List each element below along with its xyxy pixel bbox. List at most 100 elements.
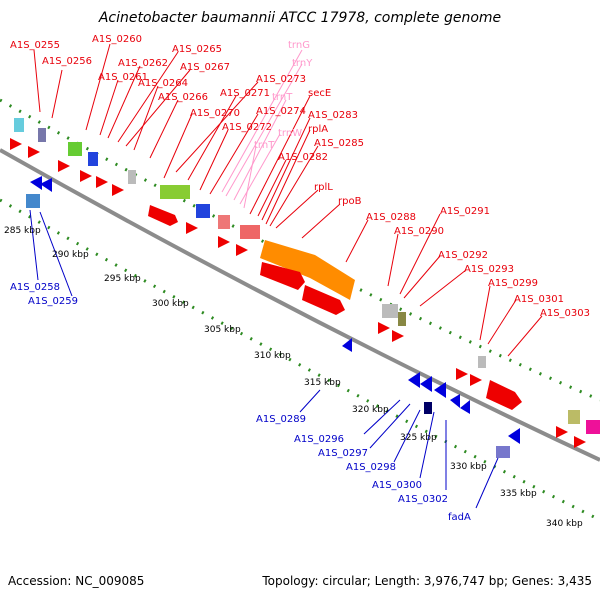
tick-label: 290 kbp (52, 250, 89, 260)
gene-label: secE (308, 88, 331, 99)
leader-line (33, 49, 41, 113)
tick-label: 295 kbp (104, 274, 141, 284)
tick-label: 310 kbp (254, 351, 291, 361)
inner-tick-ring (0, 198, 600, 522)
gene-label: A1S_0266 (158, 92, 208, 103)
leader-line (99, 79, 119, 136)
gene-label: A1S_0258 (10, 282, 60, 293)
leader-line (387, 233, 399, 287)
gene-label: A1S_0303 (540, 308, 590, 319)
arrow-mark (80, 170, 92, 182)
leader-line (175, 81, 259, 173)
trna-label: trnT (254, 140, 275, 151)
gene-label: rplL (314, 182, 333, 193)
feature-block (496, 446, 510, 458)
gene-label: A1S_0267 (180, 62, 230, 73)
trna-leaders (221, 49, 303, 209)
leader-line (125, 69, 191, 147)
forward-labels: A1S_0255 A1S_0256 A1S_0260 A1S_0261 A1S_… (10, 34, 590, 319)
feature-block (160, 185, 190, 199)
feature-block (486, 380, 522, 410)
feature-block (148, 205, 178, 226)
gene-label: rpoB (338, 196, 362, 207)
gene-label: A1S_0272 (222, 122, 272, 133)
gene-label: A1S_0300 (372, 480, 422, 491)
tick-label: 305 kbp (204, 325, 241, 335)
gene-label: A1S_0255 (10, 40, 60, 51)
arrow-mark (508, 428, 520, 444)
arrow-mark (470, 374, 482, 386)
arrow-mark (186, 222, 198, 234)
leader-line (265, 129, 311, 225)
arrow-mark (112, 184, 124, 196)
leader-line (369, 403, 411, 449)
feature-block (260, 240, 355, 300)
gene-label: rplA (308, 124, 328, 135)
gene-label: A1S_0260 (92, 34, 142, 45)
feature-block (382, 304, 398, 318)
gene-label: A1S_0293 (464, 264, 514, 275)
leader-line (221, 49, 303, 193)
tick-label: 330 kbp (450, 462, 487, 472)
leader-line (261, 117, 311, 221)
gene-label: A1S_0270 (190, 108, 240, 119)
feature-block (302, 285, 345, 315)
arrow-mark (10, 138, 22, 150)
tick-label: 320 kbp (352, 405, 389, 415)
arrow-mark (342, 338, 352, 352)
leader-line (275, 189, 319, 229)
leader-line (149, 99, 179, 159)
genome-summary-text: Topology: circular; Length: 3,976,747 bp… (261, 574, 592, 588)
tick-label: 340 kbp (546, 519, 583, 529)
leader-line (269, 145, 319, 227)
leader-line (51, 69, 63, 119)
arrow-mark (40, 178, 52, 192)
reverse-labels: A1S_0258 A1S_0259 A1S_0289 A1S_0296 A1S_… (10, 282, 471, 523)
tick-label: 285 kbp (4, 226, 41, 236)
leader-line (507, 315, 543, 357)
arrow-mark (392, 330, 404, 342)
arrow-mark (420, 376, 432, 392)
leader-line (479, 285, 491, 341)
reverse-features (26, 176, 520, 458)
leader-line (301, 203, 341, 239)
leader-line (133, 85, 159, 151)
gene-label: A1S_0299 (488, 278, 538, 289)
leader-line (419, 269, 467, 307)
trna-label: trnG (288, 40, 310, 51)
arrow-mark (434, 382, 446, 398)
arrow-mark (378, 322, 390, 334)
leader-line (345, 219, 369, 263)
leader-line (403, 255, 441, 299)
arrow-mark (460, 400, 470, 414)
forward-arrows (10, 138, 586, 448)
leader-line (487, 299, 517, 345)
leader-line (107, 65, 141, 139)
leader-line (39, 211, 73, 297)
trna-label: trnW (278, 128, 302, 139)
leader-line (209, 113, 259, 195)
gene-label: A1S_0289 (256, 414, 306, 425)
arrow-mark (574, 436, 586, 448)
gene-label: A1S_0290 (394, 226, 444, 237)
gene-label: fadA (448, 512, 471, 523)
arrow-mark (218, 236, 230, 248)
arrow-mark (456, 368, 468, 380)
feature-block (568, 410, 580, 424)
leader-line (299, 389, 321, 413)
arrow-mark (96, 176, 108, 188)
forward-features (14, 118, 600, 434)
gene-label: A1S_0282 (278, 152, 328, 163)
feature-block (260, 262, 305, 290)
outer-tick-ring (0, 98, 600, 402)
leader-line (117, 51, 179, 143)
feature-block (478, 356, 486, 368)
feature-block (14, 118, 24, 132)
arrow-mark (408, 372, 420, 388)
leader-line (225, 63, 303, 197)
accession-text: Accession: NC_009085 (8, 574, 144, 588)
feature-block (218, 215, 230, 229)
trna-labels: trnG trnY trnT trnW trnT (254, 40, 313, 151)
